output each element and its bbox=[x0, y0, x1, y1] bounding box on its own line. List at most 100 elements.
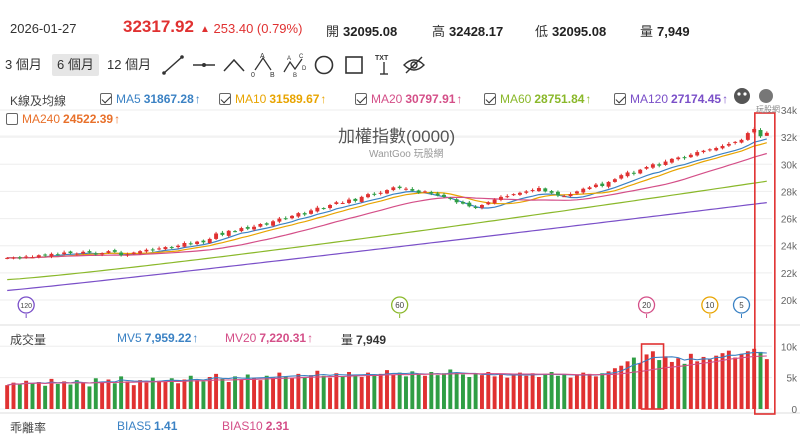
candle bbox=[758, 130, 763, 137]
candle bbox=[733, 141, 738, 143]
candle bbox=[150, 249, 155, 251]
volume-bar bbox=[581, 372, 586, 409]
ma120-checkbox[interactable] bbox=[614, 93, 626, 105]
ma60-legend[interactable]: MA60 28751.84 ↑ bbox=[484, 92, 591, 106]
svg-text:A: A bbox=[287, 56, 291, 62]
candle bbox=[144, 249, 149, 252]
candle bbox=[11, 257, 16, 259]
rectangle-tool-icon[interactable] bbox=[341, 52, 367, 78]
volume-bar bbox=[11, 382, 16, 409]
candle bbox=[524, 191, 529, 193]
ma240-legend[interactable]: MA240 24522.39 ↑ bbox=[6, 112, 120, 126]
candle bbox=[119, 252, 124, 256]
candle bbox=[536, 188, 541, 192]
quote-date: 2026-01-27 bbox=[10, 21, 77, 36]
ma5-legend[interactable]: MA5 31867.28 ↑ bbox=[100, 92, 201, 106]
ma20-legend[interactable]: MA20 30797.91 ↑ bbox=[355, 92, 462, 106]
volume-bar bbox=[340, 376, 345, 409]
candle bbox=[334, 202, 339, 204]
ma20-checkbox[interactable] bbox=[355, 93, 367, 105]
volume-bar bbox=[638, 363, 643, 409]
candle bbox=[486, 202, 491, 205]
wantgoo-logo-icon: 玩股網 bbox=[734, 88, 780, 114]
candle bbox=[226, 230, 231, 236]
volume-bar bbox=[479, 375, 484, 409]
volume-bar bbox=[543, 373, 548, 409]
candle bbox=[81, 251, 86, 254]
volume-bar bbox=[669, 361, 674, 409]
low-label: 低 bbox=[535, 24, 549, 39]
angle-tool-icon[interactable] bbox=[221, 52, 247, 78]
volume-bar bbox=[182, 379, 187, 409]
ma-marker bbox=[17, 296, 35, 314]
volume-bar bbox=[688, 353, 693, 409]
circle-tool-icon[interactable] bbox=[311, 52, 337, 78]
candle bbox=[562, 196, 567, 198]
open-stat: 開 32095.08 bbox=[326, 21, 397, 40]
volume-bar bbox=[733, 357, 738, 409]
abc-pattern-tool-icon[interactable]: A 0 B bbox=[250, 52, 276, 78]
volume-bar bbox=[606, 371, 611, 409]
volume-bar bbox=[283, 376, 288, 409]
ma-marker-label: 10 bbox=[705, 301, 714, 310]
candle bbox=[511, 194, 516, 196]
candle bbox=[397, 186, 402, 189]
volume-bar bbox=[701, 356, 706, 409]
range-12-months-button[interactable]: 12 個月 bbox=[107, 57, 152, 72]
candle bbox=[315, 207, 320, 212]
candle bbox=[62, 252, 67, 255]
ma60-checkbox[interactable] bbox=[484, 93, 496, 105]
price-tick-label: 30k bbox=[781, 160, 798, 171]
volume-bar bbox=[631, 357, 636, 409]
price-volume-chart[interactable]: 34k 32k 30k 28k 26k 24k 22k 20k 10k 5k 0 120 60 20 10 5 bbox=[0, 0, 800, 427]
ma240-checkbox[interactable] bbox=[6, 113, 18, 125]
volume-bar bbox=[328, 377, 332, 409]
volume-bar bbox=[764, 359, 769, 409]
volume-bar bbox=[74, 380, 79, 409]
volume-bar bbox=[334, 373, 339, 409]
ma-marker-label: 20 bbox=[642, 301, 651, 310]
candle bbox=[366, 194, 370, 198]
volume-bar bbox=[625, 361, 630, 409]
candle bbox=[600, 183, 605, 186]
candle bbox=[100, 253, 105, 255]
ma240-value: 24522.39 bbox=[63, 112, 114, 126]
candle bbox=[423, 191, 427, 193]
range-3-months-button[interactable]: 3 個月 bbox=[5, 57, 42, 72]
open-value: 32095.08 bbox=[343, 24, 398, 39]
volume-bar bbox=[461, 374, 465, 409]
candle bbox=[764, 132, 769, 136]
ma5-checkbox[interactable] bbox=[100, 93, 112, 105]
candle bbox=[252, 226, 257, 230]
text-tool-icon[interactable]: TXT bbox=[371, 52, 397, 78]
candle bbox=[581, 188, 586, 193]
candle bbox=[448, 197, 453, 199]
open-label: 開 bbox=[326, 24, 340, 39]
line-tool-icon[interactable] bbox=[160, 52, 186, 78]
high-value: 32428.17 bbox=[449, 24, 504, 39]
volume-bar bbox=[68, 384, 73, 409]
horizontal-line-tool-icon[interactable] bbox=[191, 52, 217, 78]
range-6-months-button[interactable]: 6 個月 bbox=[52, 54, 99, 76]
abcd-pattern-tool-icon[interactable]: A B C D bbox=[281, 52, 307, 78]
ma120-legend[interactable]: MA120 27174.45 ↑ bbox=[614, 92, 728, 106]
volume-bar bbox=[106, 379, 111, 409]
volume-bar bbox=[486, 371, 491, 409]
candle bbox=[296, 213, 301, 217]
ma10-legend[interactable]: MA10 31589.67 ↑ bbox=[219, 92, 326, 106]
volume-bar bbox=[435, 375, 440, 409]
chart-title: 加權指數(0000) bbox=[338, 127, 456, 146]
low-stat: 低 32095.08 bbox=[535, 21, 606, 40]
candle bbox=[353, 198, 358, 201]
candle bbox=[568, 194, 573, 197]
toolbar: 3 個月 6 個月 12 個月 A 0 B A B C D TXT bbox=[0, 52, 800, 78]
ma10-checkbox[interactable] bbox=[219, 93, 231, 105]
volume-bar bbox=[644, 354, 649, 409]
ma-legend-row-2: MA240 24522.39 ↑ bbox=[0, 112, 800, 130]
candle bbox=[93, 253, 98, 255]
ma10-arrow-icon: ↑ bbox=[320, 92, 327, 106]
candle bbox=[435, 193, 440, 196]
hide-drawings-icon[interactable] bbox=[401, 52, 427, 78]
volume-bar bbox=[188, 375, 193, 409]
ma-marker bbox=[391, 296, 409, 314]
